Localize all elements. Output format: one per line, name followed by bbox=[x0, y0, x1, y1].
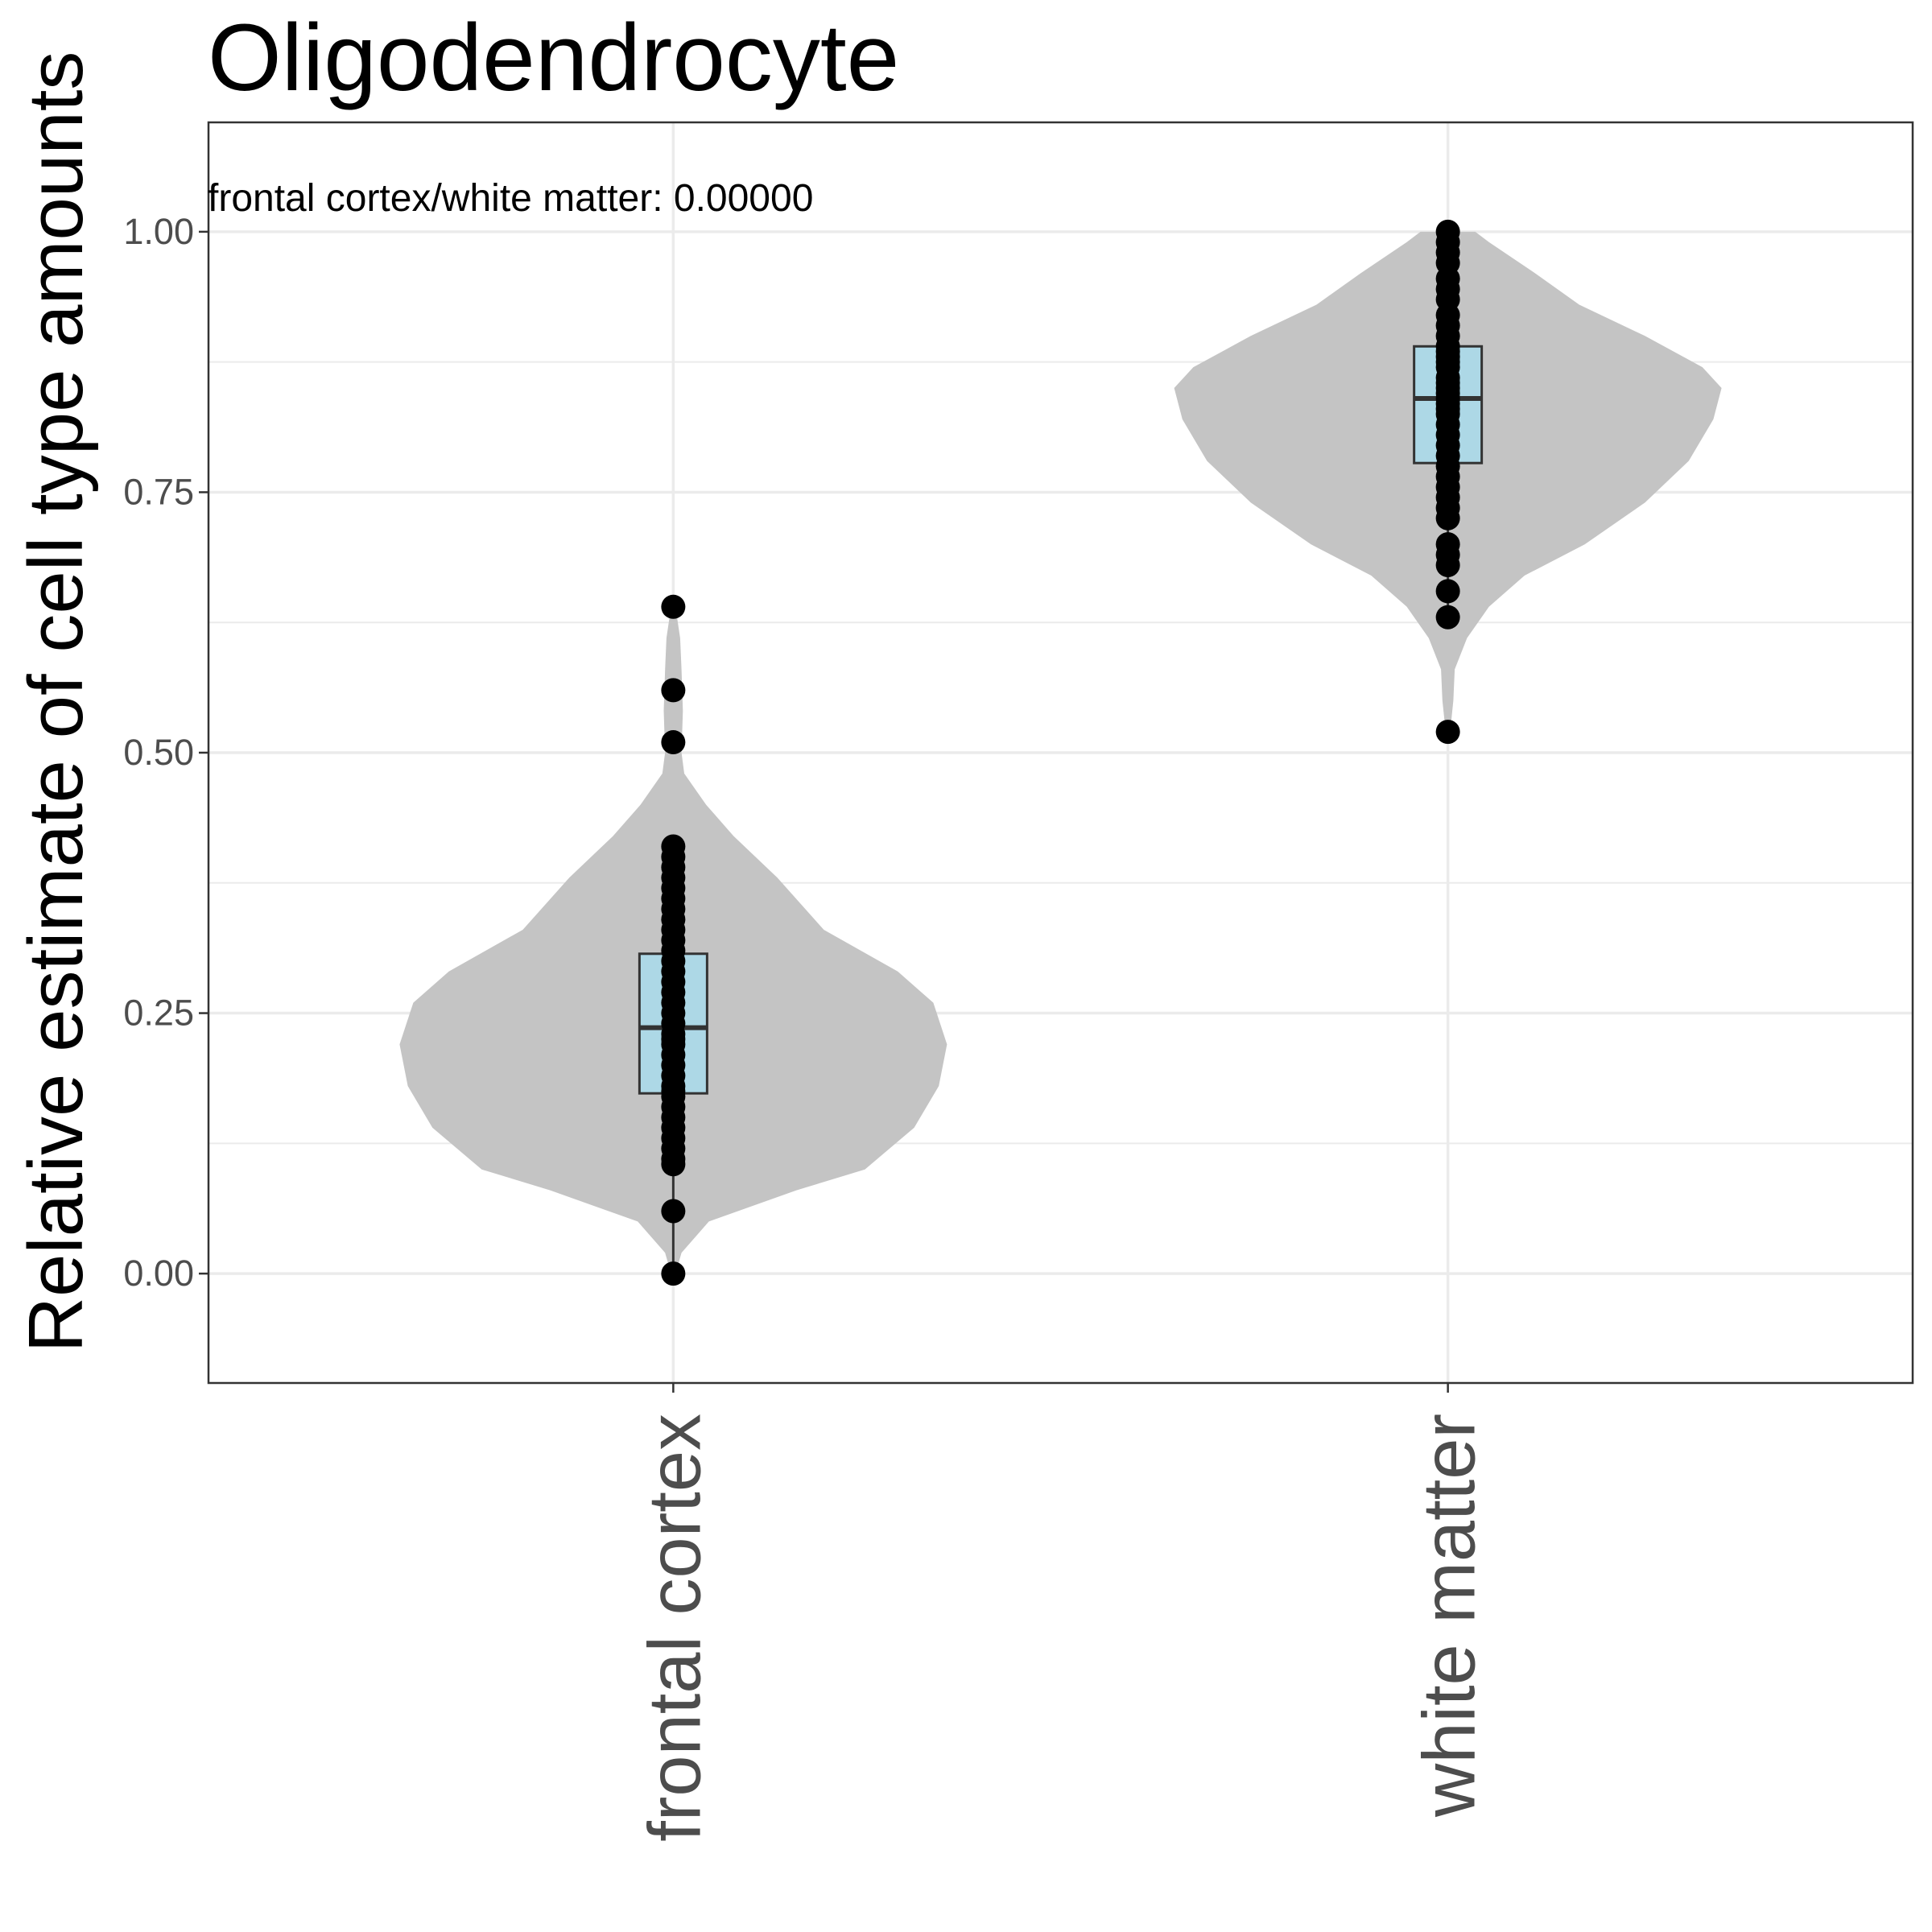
x-tick-label: white matter bbox=[1409, 1414, 1491, 1818]
y-tick-label: 0.25 bbox=[123, 993, 194, 1034]
data-point bbox=[661, 678, 686, 703]
y-tick-label: 0.50 bbox=[123, 732, 194, 773]
data-points bbox=[661, 219, 1460, 1286]
data-point bbox=[661, 730, 686, 755]
x-tick-label: frontal cortex bbox=[634, 1414, 716, 1842]
y-tick-label: 0.00 bbox=[123, 1253, 194, 1294]
y-tick-label: 1.00 bbox=[123, 211, 194, 252]
x-axis: frontal cortex white matter bbox=[634, 1383, 1491, 1842]
data-point bbox=[661, 1261, 686, 1286]
data-point bbox=[1435, 720, 1460, 745]
data-point bbox=[661, 594, 686, 619]
data-point bbox=[661, 834, 686, 859]
data-point bbox=[1435, 532, 1460, 557]
data-point bbox=[1435, 579, 1460, 604]
y-axis-label: Relative estimate of cell type amounts bbox=[13, 52, 99, 1353]
p-value-annotation: frontal cortex/white matter: 0.00000 bbox=[208, 177, 813, 220]
y-axis: 0.00 0.25 0.50 0.75 1.00 bbox=[123, 211, 208, 1294]
data-point bbox=[1435, 219, 1460, 244]
data-point bbox=[661, 1199, 686, 1224]
chart-title: Oligodendrocyte bbox=[208, 5, 899, 111]
y-tick-label: 0.75 bbox=[123, 471, 194, 512]
data-point bbox=[1435, 605, 1460, 630]
